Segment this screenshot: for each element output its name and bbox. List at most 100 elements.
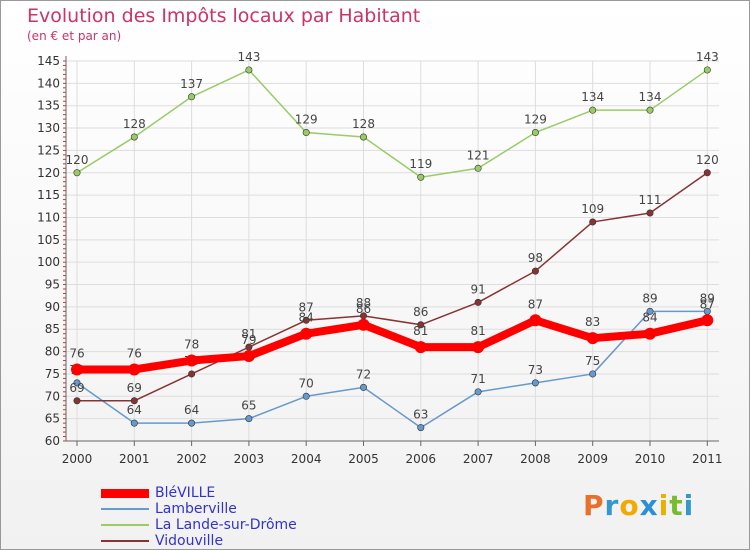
y-tick-label: 80 — [45, 345, 60, 359]
x-tick-label: 2002 — [176, 452, 207, 466]
data-point-bl-ville — [701, 314, 714, 327]
data-label-la-lande-sur-dr-me: 143 — [696, 50, 719, 64]
data-label-la-lande-sur-dr-me: 119 — [409, 157, 432, 171]
data-label-bl-ville: 87 — [700, 297, 715, 311]
y-tick-label: 120 — [37, 166, 60, 180]
data-point-lamberville — [302, 392, 310, 400]
x-tick-label: 2003 — [234, 452, 265, 466]
x-tick-label: 2000 — [62, 452, 93, 466]
data-label-la-lande-sur-dr-me: 128 — [352, 117, 375, 131]
data-label-vidouville: 109 — [581, 202, 604, 216]
logo-letter: i — [683, 489, 695, 522]
data-label-bl-ville: 87 — [528, 297, 543, 311]
legend-item: Lamberville — [101, 501, 297, 517]
series-line-la-lande-sur-dr-me — [76, 69, 708, 178]
y-tick-label: 95 — [45, 278, 60, 292]
data-label-bl-ville: 76 — [69, 346, 84, 360]
y-tick-label: 100 — [37, 255, 60, 269]
data-point-lamberville — [646, 307, 654, 315]
data-point-vidouville — [417, 321, 425, 329]
y-tick-label: 145 — [37, 54, 60, 68]
data-point-lamberville — [589, 370, 597, 378]
data-label-lamberville: 70 — [299, 376, 314, 390]
data-label-bl-ville: 79 — [241, 333, 256, 347]
legend-label: La Lande-sur-Drôme — [155, 517, 297, 533]
data-point-vidouville — [188, 370, 196, 378]
data-point-la-lande-sur-dr-me — [474, 164, 482, 172]
data-point-vidouville — [474, 298, 482, 306]
data-point-lamberville — [417, 424, 425, 432]
y-tick-label: 105 — [37, 233, 60, 247]
legend-label: Lamberville — [155, 501, 237, 517]
logo-letter: i — [658, 489, 670, 522]
data-label-lamberville: 71 — [470, 372, 485, 386]
data-point-lamberville — [474, 388, 482, 396]
x-tick-label: 2004 — [291, 452, 322, 466]
data-point-la-lande-sur-dr-me — [703, 66, 711, 74]
data-point-bl-ville — [185, 354, 198, 367]
data-point-la-lande-sur-dr-me — [531, 129, 539, 137]
x-tick-label: 2010 — [635, 452, 666, 466]
legend-swatch — [101, 508, 149, 510]
x-tick-label: 2008 — [520, 452, 551, 466]
data-label-la-lande-sur-dr-me: 143 — [237, 50, 260, 64]
y-tick-label: 60 — [45, 434, 60, 448]
data-point-vidouville — [646, 209, 654, 217]
data-point-lamberville — [359, 383, 367, 391]
data-label-vidouville: 86 — [413, 305, 428, 319]
x-tick-label: 2007 — [463, 452, 494, 466]
logo-letter: x — [639, 489, 659, 522]
data-point-bl-ville — [242, 350, 255, 363]
data-point-lamberville — [130, 419, 138, 427]
y-tick-label: 75 — [45, 367, 60, 381]
data-label-vidouville: 111 — [639, 193, 662, 207]
data-point-vidouville — [589, 218, 597, 226]
y-tick-label: 90 — [45, 300, 60, 314]
series-line-bl-ville — [77, 316, 709, 374]
data-label-vidouville: 87 — [299, 300, 314, 314]
data-label-la-lande-sur-dr-me: 121 — [467, 148, 490, 162]
data-point-bl-ville — [472, 341, 485, 354]
data-label-vidouville: 120 — [696, 153, 719, 167]
data-label-vidouville: 91 — [470, 282, 485, 296]
y-tick-label: 135 — [37, 99, 60, 113]
data-point-bl-ville — [529, 314, 542, 327]
data-point-lamberville — [188, 419, 196, 427]
data-point-la-lande-sur-dr-me — [130, 133, 138, 141]
data-point-vidouville — [73, 397, 81, 405]
data-label-la-lande-sur-dr-me: 129 — [524, 113, 547, 127]
data-label-lamberville: 89 — [642, 291, 657, 305]
data-point-vidouville — [130, 397, 138, 405]
data-label-lamberville: 73 — [528, 363, 543, 377]
x-tick-label: 2009 — [577, 452, 608, 466]
y-tick-label: 70 — [45, 389, 60, 403]
data-point-lamberville — [73, 379, 81, 387]
logo-letter: o — [619, 489, 640, 522]
data-point-la-lande-sur-dr-me — [73, 169, 81, 177]
data-label-lamberville: 72 — [356, 367, 371, 381]
data-label-la-lande-sur-dr-me: 134 — [581, 90, 604, 104]
data-label-la-lande-sur-dr-me: 120 — [66, 153, 89, 167]
data-label-lamberville: 65 — [241, 399, 256, 413]
data-point-bl-ville — [128, 363, 141, 376]
y-tick-label: 110 — [37, 210, 60, 224]
data-point-vidouville — [531, 267, 539, 275]
data-point-la-lande-sur-dr-me — [245, 66, 253, 74]
data-point-la-lande-sur-dr-me — [359, 133, 367, 141]
data-label-bl-ville: 86 — [356, 302, 371, 316]
data-label-la-lande-sur-dr-me: 134 — [639, 90, 662, 104]
data-point-la-lande-sur-dr-me — [646, 106, 654, 114]
data-label-vidouville: 69 — [69, 381, 84, 395]
y-tick-label: 115 — [37, 188, 60, 202]
y-tick-label: 130 — [37, 121, 60, 135]
x-tick-label: 2006 — [406, 452, 437, 466]
data-label-lamberville: 89 — [700, 291, 715, 305]
data-point-bl-ville — [414, 341, 427, 354]
data-label-vidouville: 81 — [241, 327, 256, 341]
data-label-la-lande-sur-dr-me: 137 — [180, 77, 203, 91]
data-point-la-lande-sur-dr-me — [302, 129, 310, 137]
legend-swatch — [101, 540, 149, 542]
data-label-lamberville: 75 — [585, 354, 600, 368]
logo-letter: t — [669, 489, 684, 522]
